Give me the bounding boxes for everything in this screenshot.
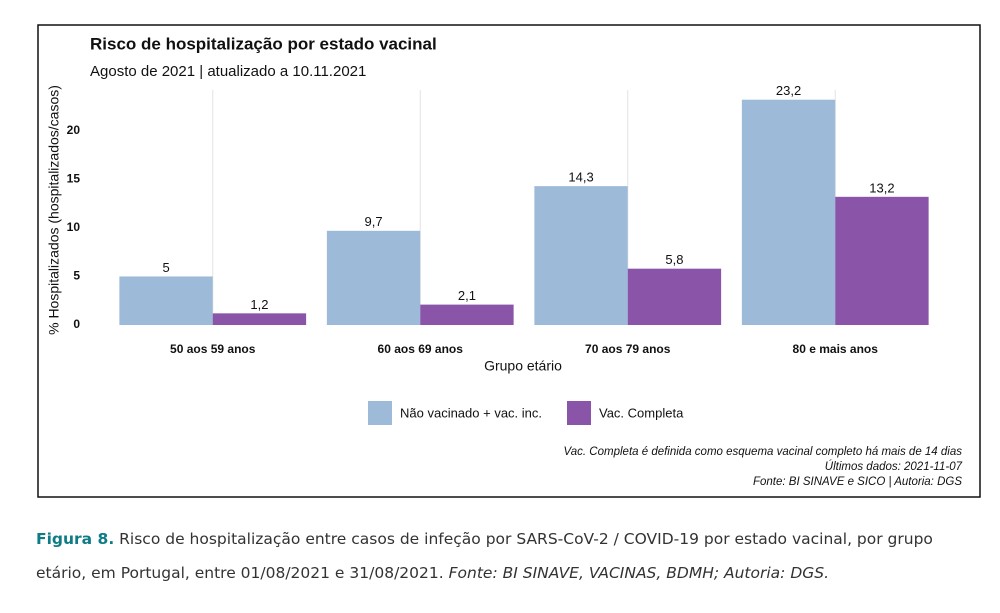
caption-source: Fonte: BI SINAVE, VACINAS, BDMH; Autoria… [448, 564, 830, 582]
bar [835, 196, 929, 325]
x-tick-label: 60 aos 69 anos [378, 342, 464, 356]
legend-swatch [567, 401, 591, 425]
y-tick-label: 10 [67, 220, 81, 234]
x-tick-label: 80 e mais anos [793, 342, 879, 356]
chart: Risco de hospitalização por estado vacin… [37, 24, 981, 498]
data-label: 14,3 [568, 170, 593, 185]
caption: Figura 8. Risco de hospitalização entre … [36, 522, 981, 590]
bar [212, 313, 307, 325]
bar [119, 276, 213, 325]
data-label: 5 [162, 260, 169, 275]
note: Vac. Completa é definida como esquema va… [564, 446, 963, 458]
bar [534, 186, 628, 325]
data-label: 1,2 [250, 297, 268, 312]
bar [420, 304, 514, 325]
y-axis-title: % Hospitalizados (hospitalizados/casos) [46, 85, 62, 335]
legend-swatch [368, 401, 392, 425]
data-label: 13,2 [869, 180, 894, 195]
bar [741, 99, 836, 325]
data-label: 5,8 [665, 252, 683, 267]
data-label: 23,2 [776, 83, 801, 98]
caption-text: Risco de hospitalização entre casos de i… [36, 530, 933, 582]
data-label: 9,7 [365, 214, 383, 229]
caption-label: Figura 8. [36, 530, 115, 548]
note: Fonte: BI SINAVE e SICO | Autoria: DGS [753, 476, 962, 488]
x-axis-title: Grupo etário [484, 358, 562, 374]
y-tick-label: 20 [67, 123, 81, 137]
data-label: 2,1 [458, 288, 476, 303]
legend: Não vacinado + vac. inc. Vac. Completa [368, 401, 684, 425]
x-tick-label: 50 aos 59 anos [170, 342, 256, 356]
y-tick-label: 0 [73, 317, 80, 331]
bar [627, 268, 722, 325]
legend-label: Vac. Completa [599, 405, 684, 420]
bar [326, 230, 421, 325]
chart-title: Risco de hospitalização por estado vacin… [90, 34, 437, 53]
note: Últimos dados: 2021-11-07 [825, 460, 963, 473]
legend-label: Não vacinado + vac. inc. [400, 405, 542, 420]
y-tick-label: 15 [67, 172, 81, 186]
y-tick-label: 5 [73, 269, 80, 283]
chart-subtitle: Agosto de 2021 | atualizado a 10.11.2021 [90, 63, 366, 80]
x-tick-label: 70 aos 79 anos [585, 342, 671, 356]
